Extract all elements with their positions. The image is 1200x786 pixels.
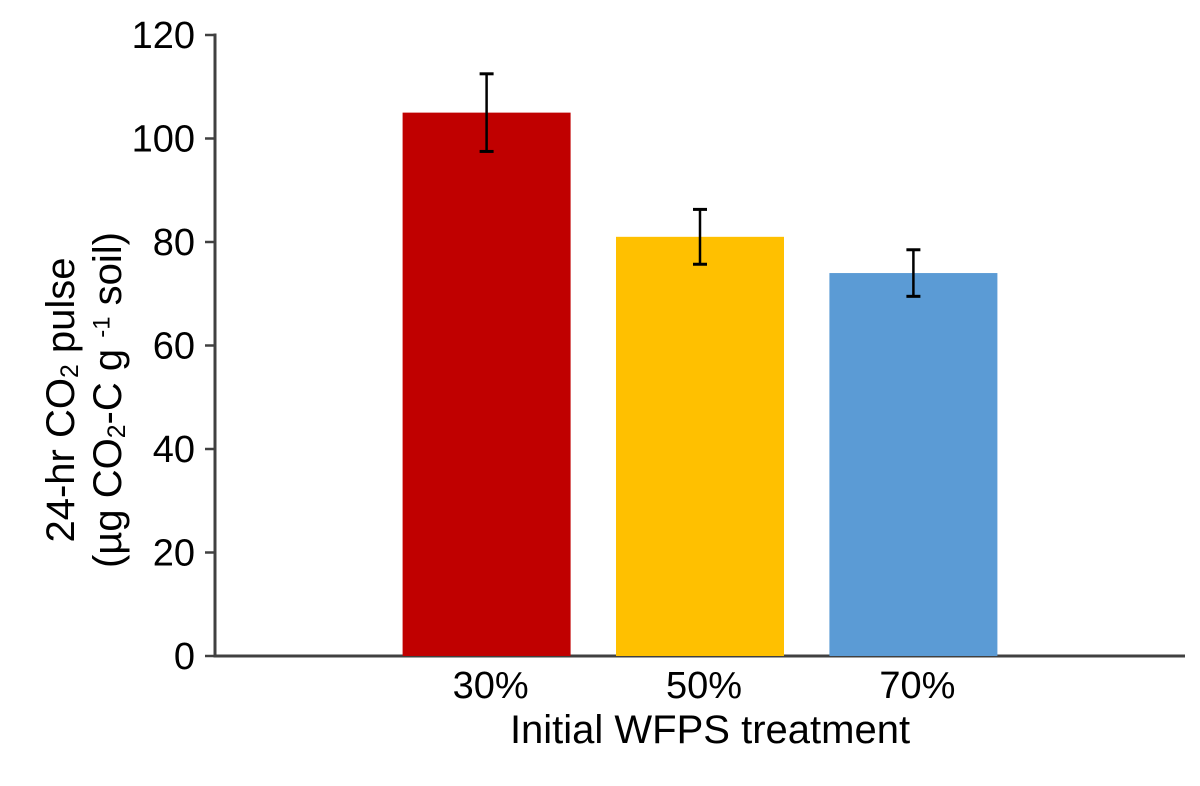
y-tick-label: 0 — [174, 636, 195, 678]
x-category-label: 30% — [453, 665, 529, 707]
y-tick-label: 40 — [153, 429, 195, 471]
x-category-label: 70% — [879, 665, 955, 707]
y-tick-label: 20 — [153, 533, 195, 575]
y-tick-label: 120 — [132, 15, 195, 57]
x-axis-title: Initial WFPS treatment — [509, 708, 911, 752]
bar-70% — [829, 273, 998, 656]
bar-50% — [616, 236, 784, 656]
y-axis-title: 24-hr CO2 pulse (µg CO2-C g -1 soil) — [38, 232, 132, 568]
y-axis-title-line1: 24-hr CO2 pulse — [39, 257, 84, 543]
y-tick-label: 80 — [153, 222, 195, 264]
x-category-label: 50% — [666, 665, 742, 707]
bar-30% — [402, 112, 571, 656]
y-tick-label: 60 — [153, 326, 195, 368]
y-tick-label: 100 — [132, 119, 195, 161]
y-axis-title-line2: (µg CO2-C g -1 soil) — [86, 231, 131, 569]
